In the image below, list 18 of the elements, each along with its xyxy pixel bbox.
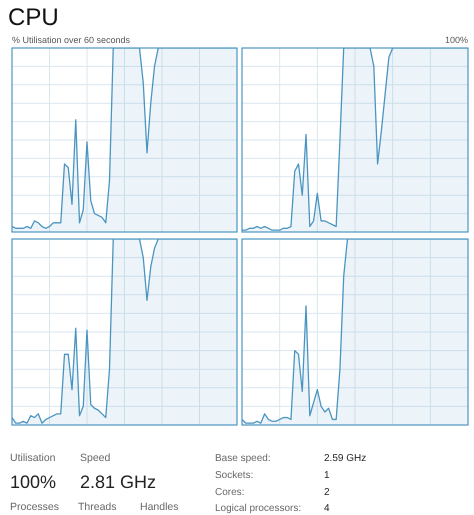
- chart-subtitle: % Utilisation over 60 seconds: [12, 35, 131, 45]
- text: 2.81 GHz: [80, 472, 156, 492]
- text: Base speed:: [215, 453, 271, 464]
- text: 4: [324, 503, 330, 514]
- text: 100%: [444, 35, 468, 45]
- text: Utilisation: [10, 452, 56, 464]
- text: Logical processors:: [215, 503, 302, 514]
- text: 2.59 GHz: [324, 453, 366, 464]
- text: 1: [324, 470, 330, 481]
- text: Speed: [80, 452, 111, 464]
- text: Processes: [10, 501, 60, 513]
- text: Threads: [78, 501, 117, 513]
- text: Sockets:: [215, 470, 254, 481]
- text: Cores:: [215, 487, 244, 498]
- text: 100%: [10, 472, 56, 492]
- text: 2: [324, 487, 330, 498]
- chart-title: CPU: [8, 4, 59, 31]
- text: Handles: [140, 501, 179, 513]
